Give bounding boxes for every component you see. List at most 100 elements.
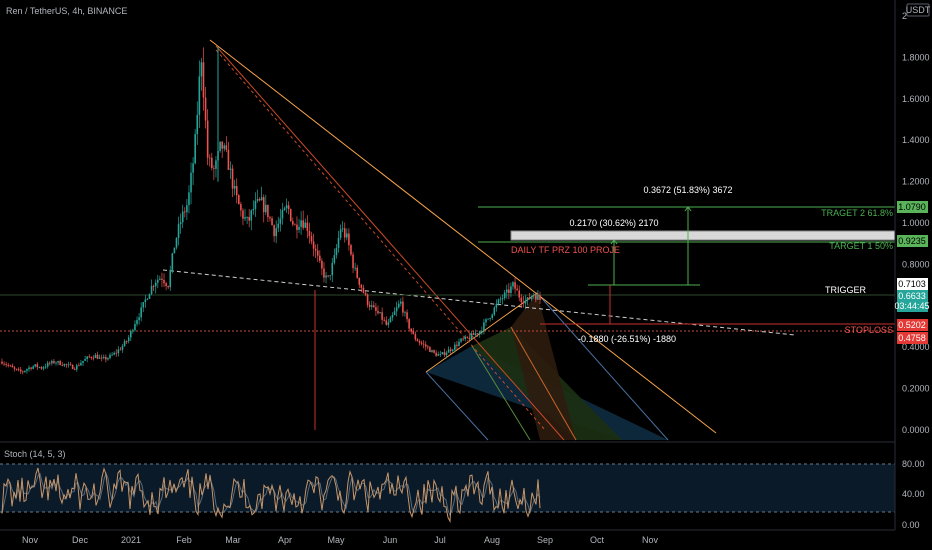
lower-measure-label: 0.2170 (30.62%) 2170 <box>569 218 658 228</box>
stoch-tick-40: 40.00 <box>902 489 925 499</box>
candle <box>300 220 302 227</box>
candle <box>258 198 261 201</box>
candle <box>80 362 82 366</box>
candle <box>358 277 361 285</box>
candle <box>256 198 259 201</box>
candle <box>100 357 103 359</box>
candle <box>489 318 491 319</box>
price-tag-trigger: 0.7103 <box>897 278 928 290</box>
candle <box>393 311 396 316</box>
candle <box>265 204 267 213</box>
candle <box>9 365 12 367</box>
candle <box>341 228 344 230</box>
candle <box>142 302 145 308</box>
candle <box>225 145 228 150</box>
candle <box>312 241 315 249</box>
candle <box>190 172 192 193</box>
candle <box>287 205 290 210</box>
candle <box>123 341 126 347</box>
candle <box>30 367 32 369</box>
candle <box>535 294 537 300</box>
y-tick-4: 1.2000 <box>902 177 930 187</box>
candle <box>296 224 298 230</box>
candle <box>410 328 413 332</box>
candle <box>169 269 172 288</box>
x-tick-8: Jul <box>434 535 446 545</box>
candle <box>354 267 356 269</box>
candle <box>508 289 510 294</box>
candle <box>152 286 155 287</box>
candle <box>348 233 350 246</box>
prz-box[interactable] <box>510 230 896 241</box>
candle <box>510 286 512 294</box>
candle <box>327 275 329 277</box>
stoch-tick-0: 0.00 <box>902 520 920 530</box>
candle <box>59 361 61 365</box>
candle <box>443 352 446 356</box>
price-axis[interactable]: 2 1.8000 1.6000 1.4000 1.2000 1.0000 0.8000 0.4… <box>902 11 930 435</box>
candle <box>67 364 70 366</box>
candle <box>283 208 286 211</box>
y-tick-0: 2 <box>902 11 907 21</box>
candle <box>194 134 196 164</box>
candle <box>346 233 348 238</box>
chart-title: Ren / TetherUS, 4h, BINANCE <box>6 6 127 16</box>
candle <box>402 301 404 313</box>
candle <box>221 141 223 149</box>
candle <box>304 222 307 228</box>
time-axis[interactable]: Nov Dec 2021 Feb Mar Apr May Jun Jul Aug Sep Oct Nov <box>22 535 659 545</box>
candle <box>335 247 338 256</box>
y-tick-3: 1.4000 <box>902 135 930 145</box>
candle <box>418 341 421 343</box>
candle <box>238 195 240 205</box>
red-trendline[interactable] <box>215 45 565 441</box>
currency-button[interactable] <box>906 3 930 17</box>
y-tick-5: 1.0000 <box>902 218 930 228</box>
candle <box>302 220 304 228</box>
candle <box>269 217 271 219</box>
candle <box>188 192 190 206</box>
candle <box>213 168 215 169</box>
x-tick-0: Nov <box>22 535 39 545</box>
candle <box>381 312 383 320</box>
candle <box>84 359 86 361</box>
candle <box>32 366 34 369</box>
candle <box>476 333 479 335</box>
candle <box>21 371 24 373</box>
candle <box>279 218 282 224</box>
candle <box>314 248 317 251</box>
candle <box>115 352 118 354</box>
candle <box>242 210 244 219</box>
candle <box>134 324 136 331</box>
candle <box>198 76 201 115</box>
candle <box>420 342 423 344</box>
red-dashed-trendline[interactable] <box>215 49 546 431</box>
candle <box>308 230 311 237</box>
candle <box>373 305 375 308</box>
candle <box>306 222 309 231</box>
candle <box>146 298 149 300</box>
candle <box>431 350 433 352</box>
target1-label: TARGET 1 50% <box>829 241 893 251</box>
candle <box>215 160 217 169</box>
candle <box>125 341 128 342</box>
candle <box>360 284 363 288</box>
main-trendline[interactable] <box>209 39 717 434</box>
x-tick-11: Oct <box>590 535 605 545</box>
candle <box>516 288 518 291</box>
candle <box>323 268 325 278</box>
candle <box>15 368 18 370</box>
candle <box>229 168 232 170</box>
candle <box>46 362 49 367</box>
candle <box>383 319 386 321</box>
candle <box>395 307 398 312</box>
candle <box>356 267 359 278</box>
candle <box>285 205 288 209</box>
candle <box>240 204 242 211</box>
drop-measure-label: -0.1880 (-26.51%) -1880 <box>578 334 676 344</box>
candle <box>404 312 406 314</box>
candle <box>231 168 234 189</box>
candle <box>117 349 120 354</box>
neckline-dashed[interactable] <box>162 269 796 336</box>
candle <box>294 224 296 226</box>
